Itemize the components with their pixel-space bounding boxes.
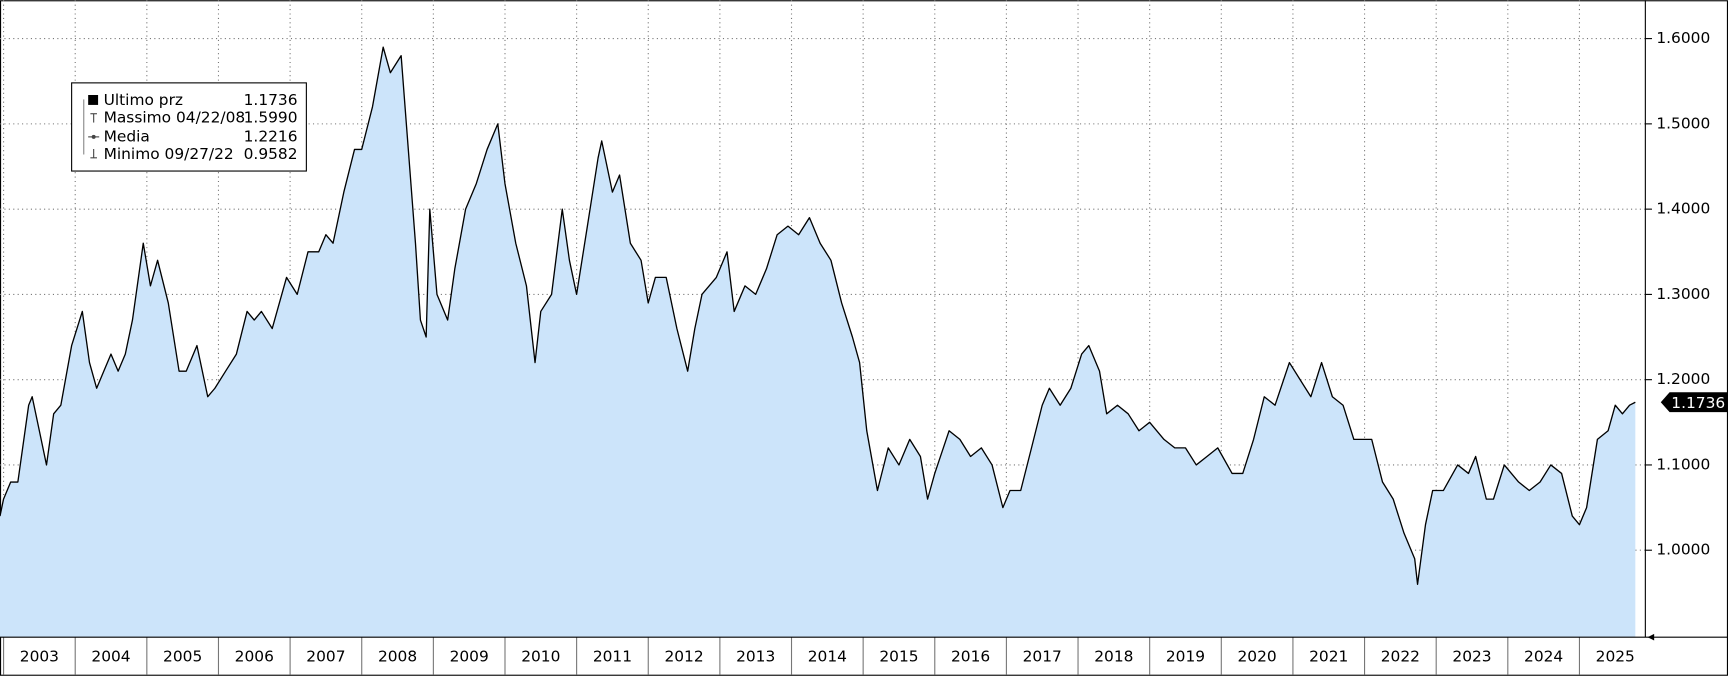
x-tick-label: 2021 (1309, 648, 1348, 666)
x-tick-label: 2020 (1238, 648, 1277, 666)
x-tick-label: 2025 (1596, 648, 1635, 666)
x-tick-label: 2017 (1023, 648, 1062, 666)
x-tick-label: 2010 (521, 648, 560, 666)
legend-label: Ultimo prz (104, 91, 183, 109)
legend-value: 1.5990 (244, 109, 298, 127)
y-tick-label: 1.2000 (1656, 370, 1710, 388)
x-tick-label: 2012 (664, 648, 703, 666)
legend-label: Massimo 04/22/08 (104, 109, 246, 127)
x-tick-label: 2003 (20, 648, 59, 666)
y-tick-label: 1.6000 (1656, 29, 1710, 47)
x-tick-label: 2016 (951, 648, 990, 666)
y-tick-label: 1.0000 (1656, 541, 1710, 559)
legend-label: Minimo 09/27/22 (104, 145, 234, 163)
area (0, 47, 1636, 638)
last-price-tag (1660, 392, 1728, 413)
x-tick-label: 2013 (736, 648, 775, 666)
x-tick-label: 2009 (450, 648, 489, 666)
legend-value: 0.9582 (244, 145, 298, 163)
x-tick-label: 2023 (1452, 648, 1491, 666)
x-tick-label: 2018 (1094, 648, 1133, 666)
axis-arrow (1647, 633, 1655, 641)
x-tick-label: 2024 (1524, 648, 1563, 666)
y-tick-label: 1.5000 (1656, 114, 1710, 132)
y-tick-label: 1.3000 (1656, 285, 1710, 303)
x-tick-label: 2014 (808, 648, 847, 666)
line (0, 46, 1636, 585)
legend-label: Media (104, 127, 150, 145)
legend-value: 1.2216 (244, 127, 298, 145)
y-tick-label: 1.4000 (1656, 200, 1710, 218)
x-tick-label: 2004 (91, 648, 130, 666)
legend-box (71, 82, 307, 172)
x-tick-label: 2008 (378, 648, 417, 666)
x-tick-label: 2011 (593, 648, 632, 666)
legend: Ultimo prz 1.1736 Massimo 04/22/08 1.599… (71, 82, 307, 172)
x-tick-label: 2006 (235, 648, 274, 666)
y-tick-label: 1.1000 (1656, 455, 1710, 473)
legend-swatch (88, 95, 99, 105)
x-tick-label: 2019 (1166, 648, 1205, 666)
legend-value: 1.1736 (244, 91, 298, 109)
x-tick-label: 2022 (1381, 648, 1420, 666)
x-tick-label: 2007 (306, 648, 345, 666)
x-tick-label: 2015 (879, 648, 918, 666)
legend-icon (91, 134, 96, 139)
last-price-label: 1.1736 (1671, 394, 1725, 412)
x-tick-label: 2005 (163, 648, 202, 666)
